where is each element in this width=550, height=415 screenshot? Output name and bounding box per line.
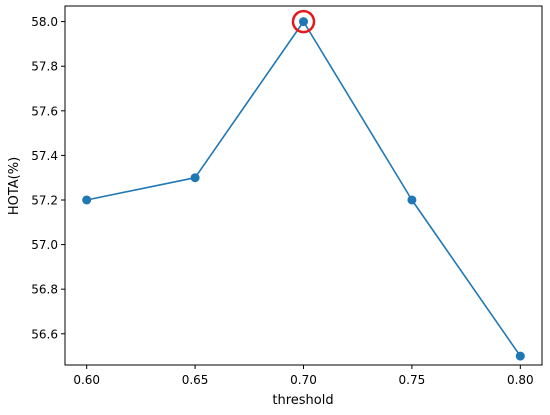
highlight-circle	[291, 9, 316, 34]
y-tick-label: 58.0	[31, 15, 58, 29]
x-tick-label: 0.75	[399, 373, 426, 387]
x-axis-ticks: 0.60 0.65 0.70 0.75 0.80	[73, 365, 534, 387]
y-tick-label: 57.6	[31, 104, 58, 118]
y-tick-label: 56.6	[31, 327, 58, 341]
y-tick-label: 57.2	[31, 193, 58, 207]
y-tick-label: 57.8	[31, 60, 58, 74]
y-tick-label: 57.0	[31, 238, 58, 252]
data-point	[82, 195, 92, 205]
x-tick-label: 0.70	[290, 373, 317, 387]
y-tick-label: 57.4	[31, 149, 58, 163]
series-line	[86, 20, 521, 357]
y-axis-ticks: 56.6 56.8 57.0 57.2 57.4 57.6 57.8 58.0	[31, 15, 65, 341]
plot-frame	[64, 5, 543, 366]
series-layer	[82, 9, 525, 361]
x-axis-label: threshold	[272, 393, 333, 408]
x-tick-label: 0.80	[507, 373, 534, 387]
data-point	[190, 173, 200, 183]
data-point	[515, 351, 525, 361]
x-tick-label: 0.65	[182, 373, 209, 387]
x-tick-label: 0.60	[73, 373, 100, 387]
data-point	[407, 195, 417, 205]
y-tick-label: 56.8	[31, 283, 58, 297]
data-point	[299, 17, 308, 27]
y-axis-label: HOTA(%)	[7, 157, 22, 215]
